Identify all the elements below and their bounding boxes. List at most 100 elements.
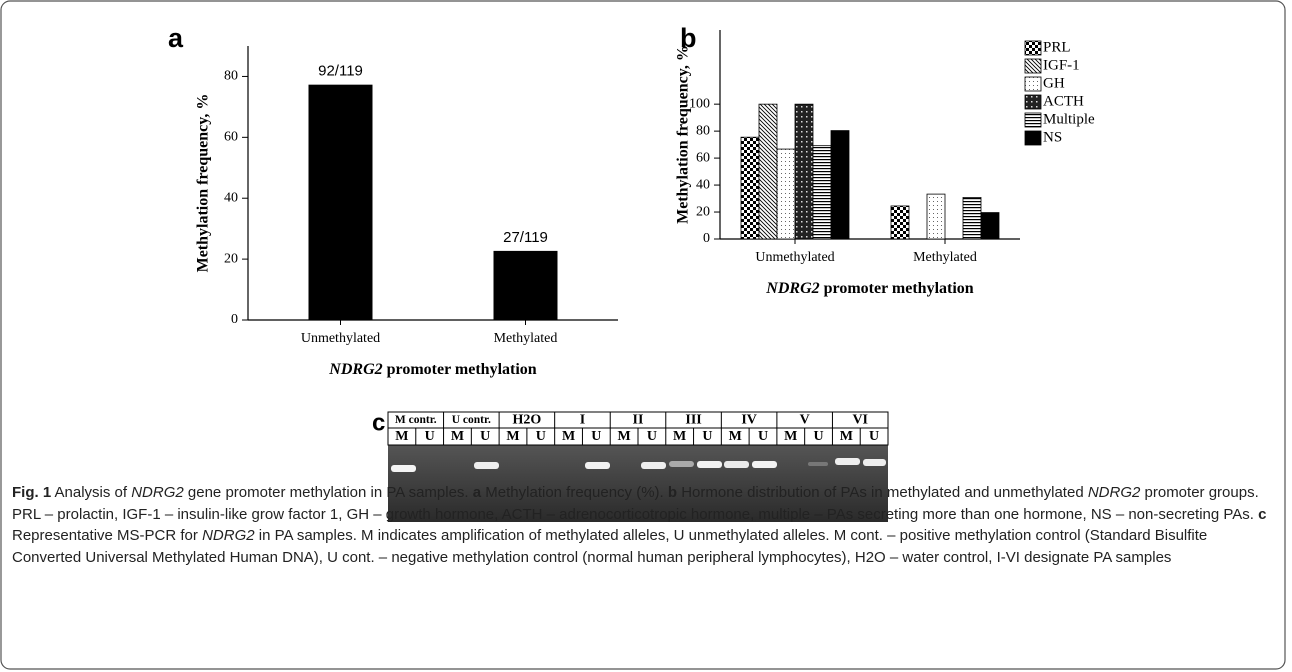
x-tick-label: Unmethylated [755, 250, 834, 265]
legend-label: IGF-1 [1043, 57, 1080, 73]
caption-text: NDRG2 [1088, 484, 1141, 501]
caption-text: Hormone distribution of PAs in methylate… [677, 484, 1088, 501]
y-tick-label: 0 [231, 312, 238, 327]
gel-lane-label: U [647, 429, 657, 444]
bar [927, 194, 945, 239]
gel-lane-label: U [813, 429, 823, 444]
gel-lane-label: U [480, 429, 490, 444]
legend-swatch [1025, 77, 1041, 91]
gel-band [391, 465, 416, 472]
legend-swatch [1025, 113, 1041, 127]
gel-group-label: I [580, 413, 585, 428]
legend-label: GH [1043, 75, 1065, 91]
x-axis-title: NDRG2 promoter methylation [765, 280, 974, 297]
legend-swatch [1025, 41, 1041, 55]
chart: a Methylation frequency, % NDRG2 promoter … [168, 23, 618, 378]
bar [981, 213, 999, 239]
figure: cM contr.MUU contr.MUH2OMUIMUIIMUIIIMUIV… [0, 0, 1292, 672]
caption-text: b [668, 484, 677, 501]
bar [813, 146, 831, 239]
gel-group-label: III [685, 413, 701, 428]
x-axis-title: NDRG2 promoter methylation [328, 361, 537, 378]
gel-lane-label: M [562, 429, 575, 444]
legend-label: Multiple [1043, 111, 1095, 127]
caption-text: a [473, 484, 481, 501]
gel-group-label: U contr. [452, 414, 491, 426]
y-tick-label: 20 [224, 251, 238, 266]
gel-band [724, 461, 749, 468]
bar [759, 104, 777, 239]
y-tick-label: 80 [696, 123, 710, 138]
gel-lane-label: U [758, 429, 768, 444]
gel-group-label: M contr. [395, 414, 437, 426]
gel-band [752, 461, 777, 468]
gel-lane-label: M [618, 429, 631, 444]
y-tick-label: 40 [696, 177, 710, 192]
gel-group-label: IV [741, 413, 757, 428]
y-tick-label: 40 [224, 190, 238, 205]
legend-label: PRL [1043, 39, 1071, 55]
gel-lane-label: M [395, 429, 408, 444]
legend-swatch [1025, 59, 1041, 73]
gel-lane-label: M [451, 429, 464, 444]
caption-text: Fig. 1 [12, 484, 51, 501]
caption-text: NDRG2 [131, 484, 184, 501]
bar [741, 137, 759, 239]
gel-band [835, 458, 860, 465]
caption-text: NDRG2 [202, 527, 255, 544]
page: {"chart_data": [ {"type": "bar", "panel"… [0, 0, 1292, 672]
figure-border [1, 1, 1285, 669]
y-tick-label: 60 [696, 150, 710, 165]
gel-group-label: V [800, 413, 810, 428]
gel-lane-label: M [840, 429, 853, 444]
gel-band [641, 462, 666, 469]
panel-label: a [168, 23, 184, 53]
bar [777, 149, 795, 239]
gel-lane-label: U [869, 429, 879, 444]
gel-group-label: H2O [512, 413, 541, 428]
y-tick-label: 20 [696, 204, 710, 219]
gel-group-label: II [633, 413, 644, 428]
x-tick-label: Methylated [913, 250, 977, 265]
gel-band [808, 462, 828, 466]
gel-band [697, 461, 722, 468]
bar [795, 104, 813, 239]
gel-group-label: VI [852, 413, 868, 428]
bar [891, 206, 909, 239]
bar [831, 131, 849, 239]
legend-swatch [1025, 131, 1041, 145]
bar [494, 251, 558, 320]
value-label: 92/119 [318, 63, 363, 80]
caption-text: Analysis of [51, 484, 131, 501]
x-axis-title-text: promoter methylation [824, 280, 974, 297]
bar [309, 85, 373, 320]
x-tick-label: Unmethylated [301, 331, 380, 346]
gel-lane-label: U [536, 429, 546, 444]
y-axis-title: Methylation frequency, % [195, 94, 212, 273]
gel-lane-label: U [591, 429, 601, 444]
x-tick-label: Methylated [494, 331, 558, 346]
legend-label: ACTH [1043, 93, 1084, 109]
gel-lane-label: M [729, 429, 742, 444]
gel-band [474, 462, 499, 469]
y-tick-label: 100 [689, 96, 710, 111]
figure-caption: Fig. 1 Analysis of NDRG2 gene promoter m… [12, 482, 1274, 568]
gel-band [863, 459, 886, 466]
y-tick-label: 0 [703, 231, 710, 246]
legend-swatch [1025, 95, 1041, 109]
gel-band [669, 461, 694, 467]
y-tick-label: 60 [224, 130, 238, 145]
x-axis-title-gene: NDRG2 [328, 361, 382, 378]
x-axis-title-text: promoter methylation [387, 361, 537, 378]
y-axis-title: Methylation frequency, % [675, 45, 692, 224]
value-label: 27/119 [503, 229, 548, 246]
panel-label: c [372, 409, 385, 436]
caption-text: Methylation frequency (%). [481, 484, 668, 501]
x-axis-title-gene: NDRG2 [765, 280, 819, 297]
legend-label: NS [1043, 129, 1062, 145]
gel-lane-label: M [506, 429, 519, 444]
gel-lane-label: U [425, 429, 435, 444]
bar [963, 197, 981, 239]
gel-band [585, 462, 610, 469]
